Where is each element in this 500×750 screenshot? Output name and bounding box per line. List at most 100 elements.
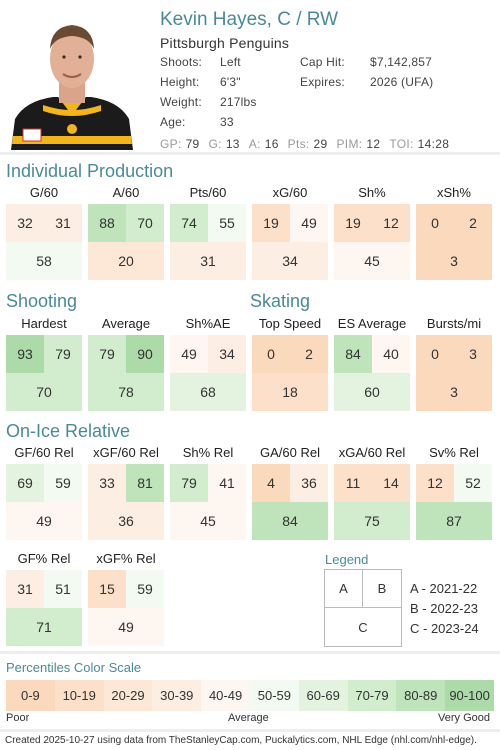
stat-title: Sh% [358,185,386,200]
scale-bin: 30-39 [152,680,202,711]
stat-value-b: 51 [44,570,82,608]
stat-title: Sv% Rel [429,445,479,460]
stat-value-b: 34 [208,335,246,373]
scale-bin: 80-89 [396,680,446,711]
info-value: $7,142,857 [370,55,433,69]
stat-block: 93 79 70 [6,335,82,411]
stat-value-b: 70 [126,204,164,242]
stat-title: xGA/60 Rel [338,445,406,460]
header-divider [0,152,500,155]
stat-title: Top Speed [258,316,322,331]
stat-value-b: 55 [208,204,246,242]
stat-row-bottom: 49 [88,608,164,646]
stat-value-a: 0 [416,335,454,373]
stat-value-b: 14 [372,464,410,502]
stat-value-a: 31 [6,570,44,608]
stat-value-a: 84 [334,335,372,373]
stat-block: 19 49 34 [252,204,328,280]
stat-value-a: 19 [252,204,290,242]
stat-block: 49 34 68 [170,335,246,411]
stat-title: A/60 [112,185,140,200]
stat-row-bottom: 70 [6,373,82,411]
stat-row-bottom: 3 [416,242,492,280]
stat-row-bottom: 34 [252,242,328,280]
stat-value-a: 79 [170,464,208,502]
info-label: Weight: [160,95,202,109]
info-value: 6'3" [220,75,241,89]
stat-row-top: 19 12 [334,204,410,242]
stat-value-a: 33 [88,464,126,502]
stat-value-c: 36 [88,502,164,540]
stat-value-a: 4 [252,464,290,502]
stat-block: 11 14 75 [334,464,410,540]
statline-value: 12 [366,137,381,151]
stat-row-bottom: 18 [252,373,328,411]
stat-title: GF/60 Rel [14,445,74,460]
stat-row-bottom: 36 [88,502,164,540]
legend-cell-c: C [358,619,368,635]
stat-row-bottom: 58 [6,242,82,280]
stat-row-bottom: 68 [170,373,246,411]
stat-row-top: 4 36 [252,464,328,502]
section-on-ice-relative: On-Ice Relative [6,421,131,441]
stat-title: ES Average [337,316,407,331]
stat-row-bottom: 45 [334,242,410,280]
stat-value-b: 81 [126,464,164,502]
stat-block: 19 12 45 [334,204,410,280]
section-individual-production: Individual Production [6,161,174,181]
player-name: Kevin Hayes, C / RW [160,9,339,30]
stat-value-b: 49 [290,204,328,242]
scale-bin: 10-19 [54,680,104,711]
stat-row-bottom: 78 [88,373,164,411]
stat-value-a: 12 [416,464,454,502]
stat-row-bottom: 75 [334,502,410,540]
stat-value-a: 88 [88,204,126,242]
stat-block: 31 51 71 [6,570,82,646]
stat-value-b: 3 [454,335,492,373]
stat-value-a: 15 [88,570,126,608]
stat-title: Pts/60 [189,185,227,200]
stat-value-b: 2 [290,335,328,373]
stat-value-c: 49 [88,608,164,646]
legend-line-c: C - 2023-24 [410,621,479,636]
stat-row-top: 33 81 [88,464,164,502]
stat-value-c: 68 [170,373,246,411]
stat-title: Bursts/mi [426,316,482,331]
stat-block: 33 81 36 [88,464,164,540]
scale-bin: 90-100 [445,680,494,711]
player-headshot [3,11,141,150]
stat-value-c: 75 [334,502,410,540]
color-scale-title: Percentiles Color Scale [6,660,142,675]
stat-row-top: 93 79 [6,335,82,373]
stat-row-top: 84 40 [334,335,410,373]
stat-block: 32 31 58 [6,204,82,280]
stat-row-top: 79 90 [88,335,164,373]
stat-value-c: 78 [88,373,164,411]
statline-label: TOI: [389,137,414,151]
stat-value-c: 18 [252,373,328,411]
stat-value-a: 49 [170,335,208,373]
stat-row-top: 49 34 [170,335,246,373]
stat-value-a: 74 [170,204,208,242]
stat-row-top: 19 49 [252,204,328,242]
statline-label: PIM: [336,137,363,151]
stat-value-b: 59 [126,570,164,608]
scale-label-poor: Poor [6,712,30,724]
scale-divider [0,651,500,654]
stat-block: 74 55 31 [170,204,246,280]
season-statline: GP: 79 G: 13 A: 16 Pts: 29 PIM: 12 TOI: 14:28 [160,137,449,151]
info-value: 217lbs [220,95,257,109]
stat-row-top: 74 55 [170,204,246,242]
scale-bin: 0-9 [6,680,55,711]
stat-title: G/60 [29,185,59,200]
legend-title: Legend [325,552,369,567]
stat-row-top: 15 59 [88,570,164,608]
stat-value-a: 19 [334,204,372,242]
info-label: Shoots: [160,55,203,69]
statline-label: GP: [160,137,182,151]
stat-value-c: 20 [88,242,164,280]
stat-row-bottom: 71 [6,608,82,646]
stat-block: 88 70 20 [88,204,164,280]
stat-value-a: 0 [416,204,454,242]
